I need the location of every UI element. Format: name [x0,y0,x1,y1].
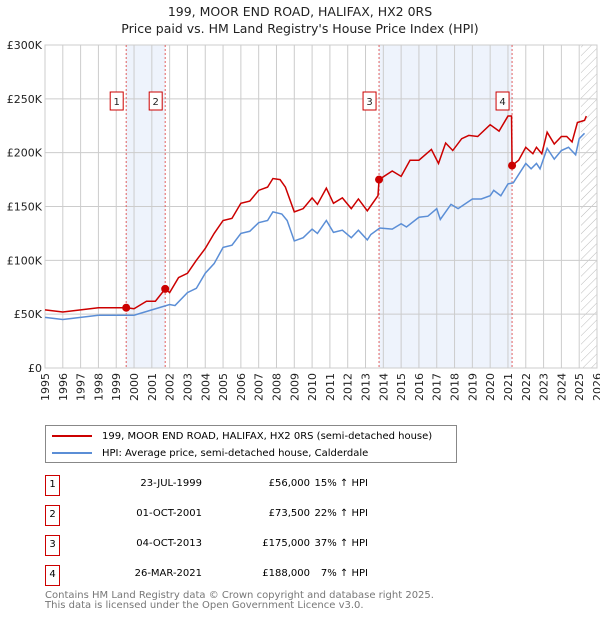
row-hpi: 15% ↑ HPI [314,478,368,489]
x-tick-label: 2009 [288,373,301,401]
x-tick-label: 2002 [164,373,177,401]
legend-swatch-blue [52,452,92,454]
sale-label-box [362,91,377,111]
sale-label: 2 [153,97,159,108]
chart-subtitle: Price paid vs. HM Land Registry's House … [121,21,479,36]
sale-label-box [109,91,124,111]
row-marker: 2 [45,505,60,526]
y-tick-label: £250K [7,93,43,106]
chart-title: 199, MOOR END ROAD, HALIFAX, HX2 0RS [167,4,433,19]
x-tick-label: 2026 [591,373,600,401]
x-tick-label: 2019 [466,373,479,401]
legend-item-hpi: HPI: Average price, semi-detached house,… [52,445,368,461]
legend-item-property: 199, MOOR END ROAD, HALIFAX, HX2 0RS (se… [52,428,432,444]
row-hpi: 37% ↑ HPI [314,538,368,549]
x-tick-label: 2004 [199,373,212,401]
legend-label: 199, MOOR END ROAD, HALIFAX, HX2 0RS (se… [102,430,433,442]
x-tick-label: 1997 [75,373,88,401]
x-tick-label: 2005 [217,373,230,401]
x-tick-label: 2023 [538,373,551,401]
table-row: 2 01-OCT-2001 £73,500 22% ↑ HPI [45,505,445,526]
sale-label: 4 [499,97,505,108]
x-tick-label: 2007 [253,373,266,401]
x-tick-label: 2008 [270,373,283,401]
legend: 199, MOOR END ROAD, HALIFAX, HX2 0RS (se… [45,425,457,463]
x-tick-label: 2011 [324,373,337,401]
table-row: 1 23-JUL-1999 £56,000 15% ↑ HPI [45,475,445,496]
sale-label-box [495,91,510,111]
x-tick-label: 2014 [377,373,390,401]
y-tick-label: £150K [7,201,43,214]
row-date: 01-OCT-2001 [136,508,202,519]
x-tick-label: 2015 [395,373,408,401]
row-price: £175,000 [262,538,310,549]
x-tick-label: 1999 [110,373,123,401]
x-tick-label: 1995 [39,373,52,401]
row-price: £73,500 [268,508,310,519]
footer-line: This data is licensed under the Open Gov… [45,600,364,611]
price-chart: 1995 1996 1997 1998 1999 2000 2001 2002 2003 2004… [7,39,600,401]
row-hpi: 22% ↑ HPI [314,508,368,519]
row-price: £188,000 [262,568,310,579]
row-date: 04-OCT-2013 [136,538,202,549]
sale-point [508,161,517,170]
x-tick-label: 2012 [342,373,355,401]
row-price: £56,000 [268,478,310,489]
x-tick-label: 2022 [520,373,533,401]
x-tick-label: 1998 [92,373,105,401]
table-row: 4 26-MAR-2021 £188,000 7% ↑ HPI [45,565,445,586]
x-tick-label: 2018 [449,373,462,401]
x-tick-label: 2003 [181,373,194,401]
row-marker: 3 [45,535,60,556]
footer-line: Contains HM Land Registry data © Crown c… [45,590,434,601]
y-tick-label: £200K [7,147,43,160]
y-tick-label: £50K [14,308,43,321]
x-tick-label: 1996 [57,373,70,401]
row-date: 23-JUL-1999 [140,478,202,489]
x-tick-label: 2010 [306,373,319,401]
row-marker: 1 [45,475,60,496]
x-tick-label: 2017 [431,373,444,401]
y-tick-label: £300K [7,39,43,52]
row-date: 26-MAR-2021 [134,568,202,579]
hpi-line [44,132,586,321]
sale-label-box [148,91,163,111]
footer: Contains HM Land Registry data © Crown c… [45,591,434,611]
x-tick-label: 2020 [484,373,497,401]
x-tick-label: 2013 [360,373,373,401]
sale-label: 1 [114,97,120,108]
y-tick-label: £100K [7,254,43,267]
y-tick-label: £0 [28,362,42,375]
x-tick-label: 2000 [128,373,141,401]
x-tick-label: 2025 [573,373,586,401]
x-tick-label: 2006 [235,373,248,401]
sale-point [122,303,131,312]
sale-label: 3 [366,97,372,108]
x-tick-label: 2021 [502,373,515,401]
legend-label: HPI: Average price, semi-detached house,… [102,447,369,459]
sale-point [375,175,384,184]
property-price-line [44,115,588,313]
plot-frame [44,44,598,369]
legend-swatch-red [52,435,92,437]
x-tick-label: 2024 [555,373,568,401]
x-tick-label: 2001 [146,373,159,401]
row-hpi: 7% ↑ HPI [320,568,368,579]
x-tick-label: 2016 [413,373,426,401]
table-row: 3 04-OCT-2013 £175,000 37% ↑ HPI [45,535,445,556]
sale-point [161,284,170,293]
row-marker: 4 [45,565,60,586]
